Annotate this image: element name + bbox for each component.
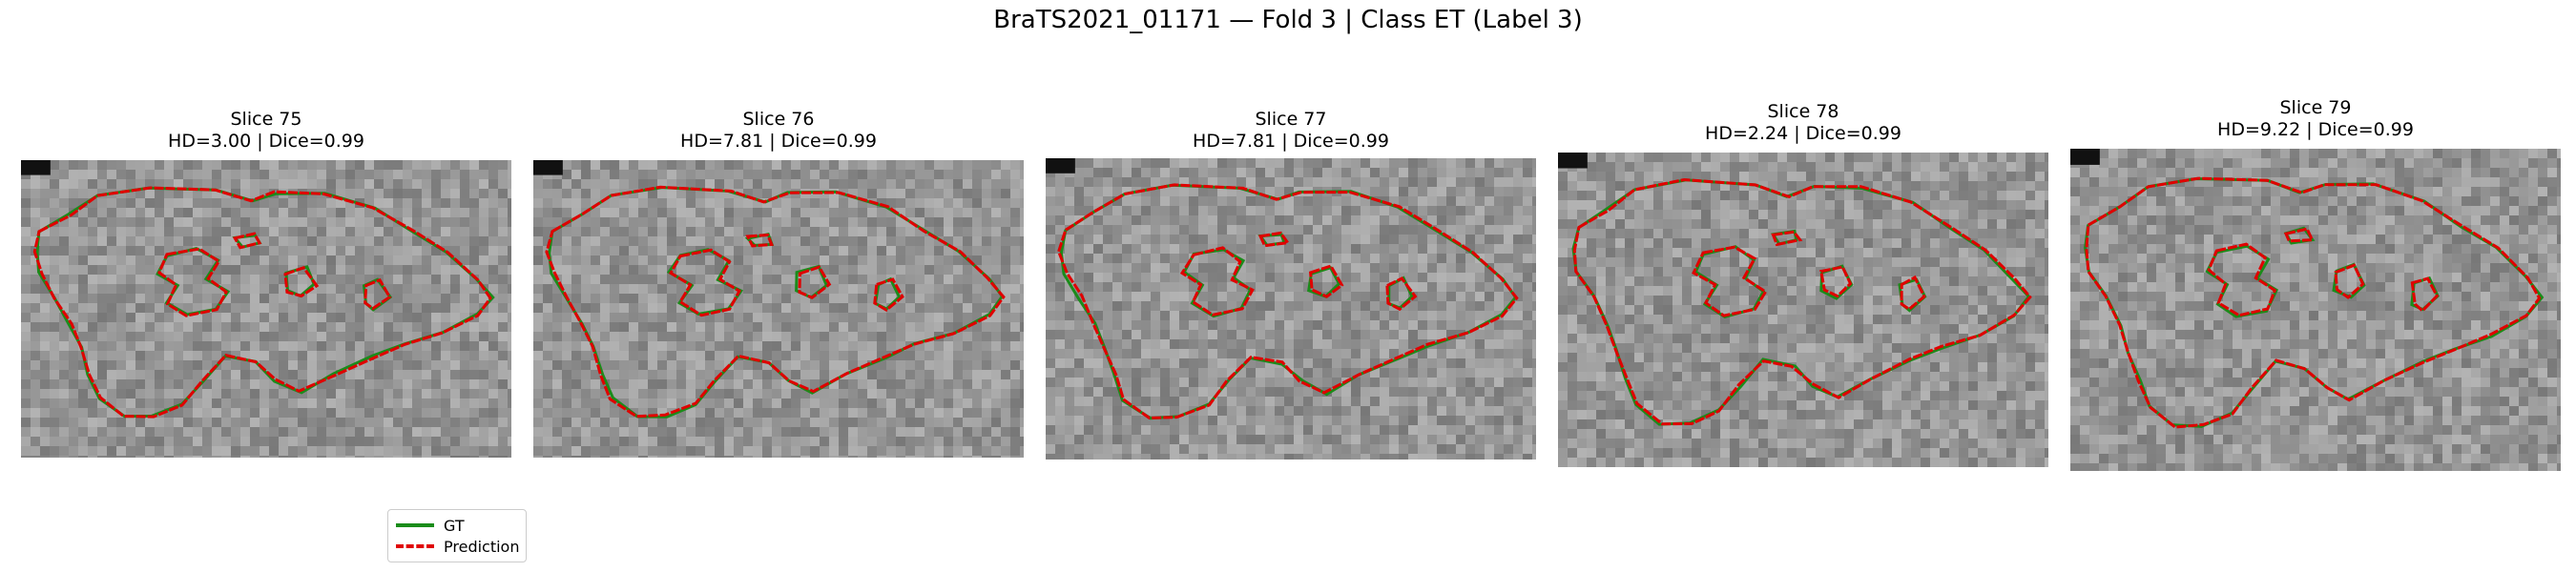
panel-metrics: HD=7.81 | Dice=0.99 [1193,131,1389,152]
panel-slice-79: Slice 79 HD=9.22 | Dice=0.99 [2070,97,2561,473]
legend-prediction-label: Prediction [444,537,520,556]
slice-overlay [1046,158,1536,460]
tumor-hole-contour [1771,230,1803,247]
panel-title: Slice 77 [1255,109,1327,130]
gt-line-icon [396,523,434,527]
tumor-hole-contour [1307,265,1341,298]
tumor-contour [32,186,492,419]
tumor-hole-contour [2410,276,2440,314]
tumor-hole-contour [745,233,774,248]
panel-metrics: HD=9.22 | Dice=0.99 [2217,119,2414,140]
tumor-hole-contour [232,232,262,250]
tumor-hole-contour [362,277,393,312]
legend-gt: GT [396,516,465,535]
tumor-hole-contour [798,265,832,299]
legend-prediction: Prediction [396,537,519,556]
legend: GT Prediction [387,509,527,562]
slice-overlay [533,160,1024,458]
tumor-hole-contour [364,277,392,311]
tumor-hole-contour [2334,263,2365,299]
mri-slice-image [1046,158,1536,460]
mri-slice-image [1558,153,2048,467]
tumor-hole-contour [1385,276,1418,312]
slice-overlay [1558,153,2048,467]
panel-metrics: HD=2.24 | Dice=0.99 [1705,123,1901,144]
tumor-hole-contour [1819,265,1853,298]
tumor-hole-contour [873,277,904,313]
panel-title: Slice 79 [2279,97,2352,118]
figure-title: BraTS2021_01171 — Fold 3 | Class ET (Lab… [993,6,1583,34]
slice-overlay [21,160,511,458]
tumor-contour [545,185,1006,419]
tumor-hole-contour [1257,231,1291,248]
mri-slice-image [2070,149,2561,471]
tumor-hole-contour [2207,242,2277,317]
tumor-hole-contour [2283,227,2315,243]
panel-slice-75: Slice 75 HD=3.00 | Dice=0.99 GT Predicti… [21,109,527,562]
panel-title: Slice 78 [1767,101,1839,122]
tumor-hole-contour [283,266,320,298]
panel-title: Slice 76 [742,109,815,130]
panel-slice-77: Slice 77 HD=7.81 | Dice=0.99 [1046,109,1536,463]
tumor-hole-contour [1900,275,1926,312]
tumor-contour [2085,176,2542,429]
prediction-line-icon [396,544,434,548]
slice-overlay [2070,149,2561,471]
panel-metrics: HD=3.00 | Dice=0.99 [168,131,364,152]
legend-gt-label: GT [444,516,465,535]
panel-slice-76: Slice 76 HD=7.81 | Dice=0.99 [533,109,1024,461]
tumor-hole-contour [1179,246,1255,317]
tumor-contour [1057,183,1519,420]
panel-title: Slice 75 [230,109,302,130]
tumor-contour [1572,177,2032,426]
panel-slice-78: Slice 78 HD=2.24 | Dice=0.99 [1558,101,2048,469]
tumor-hole-contour [1692,245,1768,317]
panel-metrics: HD=7.81 | Dice=0.99 [680,131,877,152]
mri-slice-image [21,160,511,458]
tumor-hole-contour [668,248,741,317]
tumor-hole-contour [157,247,229,317]
tumor-hole-contour [1309,264,1344,298]
mri-slice-image [533,160,1024,458]
